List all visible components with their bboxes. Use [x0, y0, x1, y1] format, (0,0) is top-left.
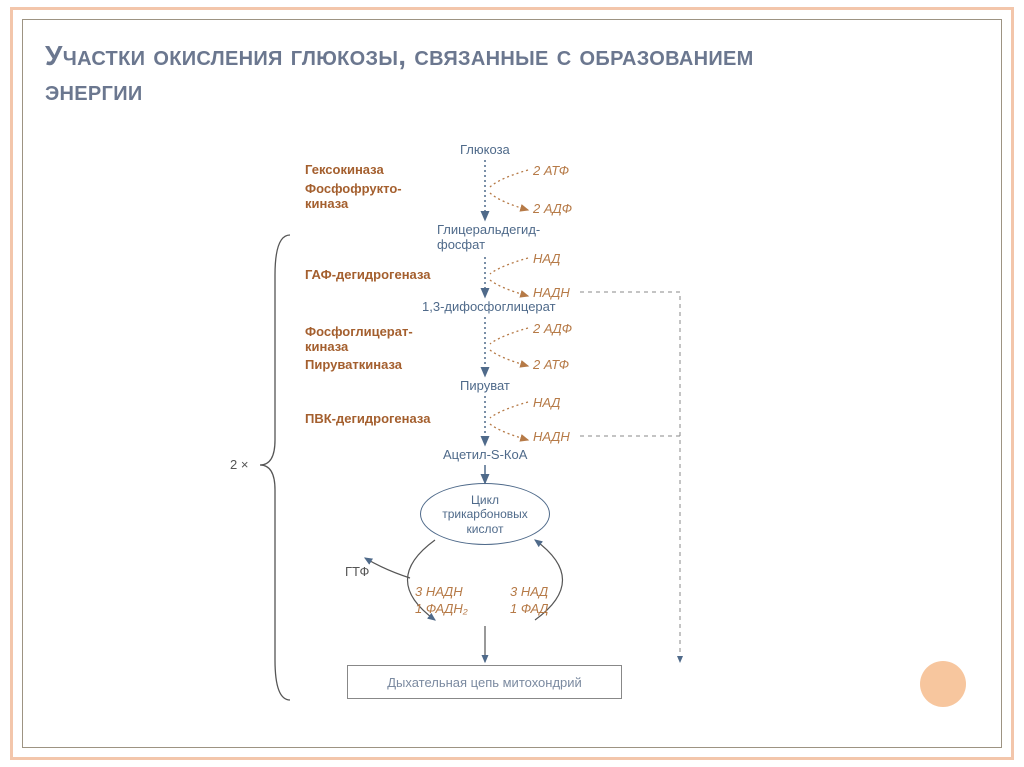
cofactor-2atp: 2 АТФ — [533, 164, 569, 179]
cofactor-nad: НАД — [533, 252, 560, 267]
metabolite-pyruvate: Пируват — [460, 379, 510, 394]
enzyme-pfk: Фосфофрукто- киназа — [305, 182, 402, 212]
cofactor-nadh2: НАДН — [533, 430, 570, 445]
metabolite-bpg: 1,3-дифосфоглицерат — [422, 300, 556, 315]
enzyme-gapdh: ГАФ-дегидрогеназа — [305, 268, 430, 283]
cofactor-nadh: НАДН — [533, 286, 570, 301]
enzyme-pk: Пируваткиназа — [305, 358, 402, 373]
page-title: Участки окисления глюкозы, связанные с о… — [45, 38, 825, 108]
cofactor-2atp-b: 2 АТФ — [533, 358, 569, 373]
cofactor-3nad: 3 НАД — [510, 585, 548, 600]
metabolite-g3p: Глицеральдегид- фосфат — [437, 223, 540, 253]
cofactor-1fadh2: 1 ФАДН₂ — [415, 602, 468, 617]
multiplier-2x: 2 × — [230, 458, 248, 473]
slide: Участки окисления глюкозы, связанные с о… — [0, 0, 1024, 767]
enzyme-pdh: ПВК-дегидрогеназа — [305, 412, 430, 427]
accent-circle-icon — [920, 661, 966, 707]
metabolite-glucose: Глюкоза — [460, 143, 510, 158]
respiratory-chain-label: Дыхательная цепь митохондрий — [387, 675, 582, 690]
respiratory-chain-box: Дыхательная цепь митохондрий — [347, 665, 622, 699]
cofactor-1fad: 1 ФАД — [510, 602, 548, 617]
cofactor-2adp-b: 2 АДФ — [533, 322, 572, 337]
tca-cycle-label: Цикл трикарбоновых кислот — [435, 493, 535, 536]
enzyme-pgk: Фосфоглицерат- киназа — [305, 325, 413, 355]
cofactor-2adp: 2 АДФ — [533, 202, 572, 217]
enzyme-hexokinase: Гексокиназа — [305, 163, 384, 178]
pathway-diagram: Глюкоза Глицеральдегид- фосфат 1,3-дифос… — [210, 140, 790, 730]
cofactor-nad2: НАД — [533, 396, 560, 411]
cofactor-gtp: ГТФ — [345, 565, 369, 580]
metabolite-acetyl: Ацетил-S-КоА — [443, 448, 527, 463]
cofactor-3nadh: 3 НАДН — [415, 585, 463, 600]
